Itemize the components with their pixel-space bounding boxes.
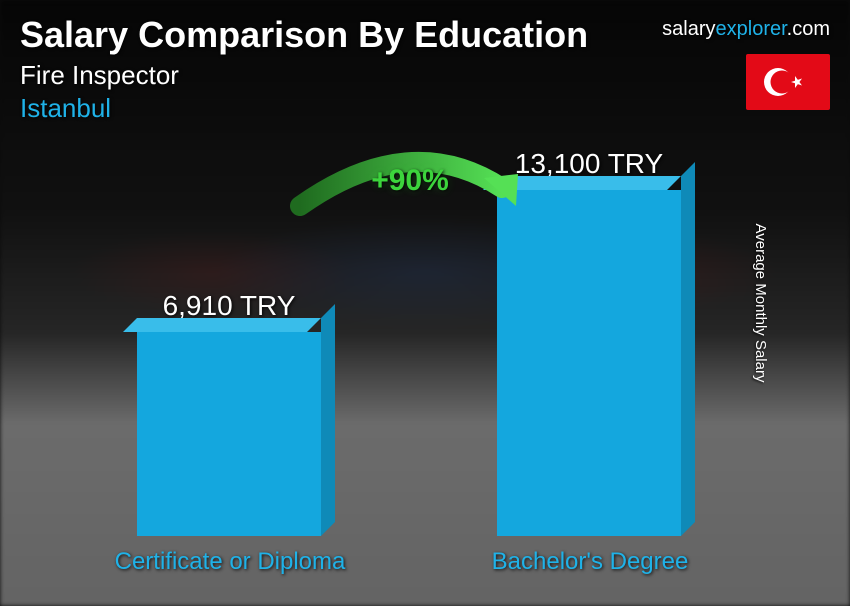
increase-arrow-group: +90% bbox=[280, 146, 540, 226]
increase-percentage: +90% bbox=[371, 164, 449, 198]
brand-mid: explorer bbox=[716, 18, 787, 40]
category-certificate: Certificate or Diploma bbox=[70, 548, 390, 576]
bar3d-bachelor bbox=[497, 190, 681, 536]
content-layer: Salary Comparison By Education Fire Insp… bbox=[0, 0, 850, 606]
bar-front-face bbox=[137, 332, 321, 536]
bar-side-face bbox=[681, 162, 695, 536]
job-title: Fire Inspector bbox=[20, 60, 830, 91]
flag-svg bbox=[746, 54, 830, 110]
category-bachelor: Bachelor's Degree bbox=[430, 548, 750, 576]
brand-logo: salaryexplorer.com bbox=[662, 18, 830, 41]
city-name: Istanbul bbox=[20, 93, 830, 124]
bar-certificate: 6,910 TRY bbox=[130, 290, 328, 536]
bar-top-face bbox=[123, 318, 321, 332]
country-flag-turkey bbox=[746, 54, 830, 110]
brand-suffix: .com bbox=[787, 18, 830, 40]
bar3d-certificate bbox=[137, 332, 321, 536]
bar-side-face bbox=[321, 304, 335, 536]
bar-front-face bbox=[497, 190, 681, 536]
brand-prefix: salary bbox=[662, 18, 715, 40]
